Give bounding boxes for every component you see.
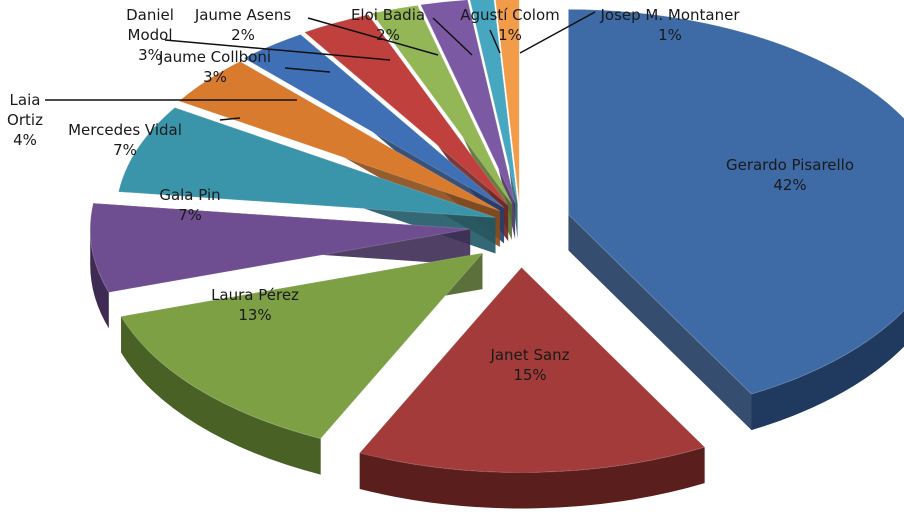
pie-slices [89, 0, 904, 473]
slice-daniel-modol [303, 14, 509, 206]
slice-wall-gerardo-pisarello [568, 214, 752, 431]
leader-line-mercedes-vidal [219, 117, 241, 121]
data-label-jaume-collboni: Jaume Collboni 3% [158, 48, 271, 86]
slice-josep-m-montaner [495, 0, 520, 203]
slice-jaume-collboni [242, 33, 505, 208]
leader-line-daniel-modol [164, 39, 391, 61]
slice-eloi-badia [419, 0, 516, 204]
slice-gala-pin [89, 202, 471, 293]
data-labels: Gerardo Pisarello 42% Janet Sanz 15% Laura P… [7, 6, 854, 384]
data-label-jaume-asens: Jaume Asens 2% [194, 6, 292, 44]
leader-line-josep-m-montaner [519, 11, 596, 54]
slice-janet-sanz [358, 266, 706, 473]
leader-line-eloi-badia [432, 17, 473, 56]
data-label-gerardo-pisarello: Gerardo Pisarello 42% [726, 156, 854, 194]
leader-line-jaume-asens [307, 17, 439, 56]
slice-side-laura-perez [121, 316, 321, 475]
slice-side-gerardo-pisarello [751, 310, 904, 431]
data-label-mercedes-vidal: Mercedes Vidal 7% [68, 121, 182, 159]
data-label-laia-ortiz: Laia Ortiz 4% [7, 91, 43, 149]
slice-gerardo-pisarello [567, 8, 904, 395]
data-label-janet-sanz: Janet Sanz 15% [489, 346, 569, 384]
slice-jaume-asens [371, 4, 513, 205]
leader-line-agusti-colom [489, 29, 501, 54]
leader-line-jaume-collboni [284, 67, 331, 73]
data-label-laura-perez: Laura Pérez 13% [211, 286, 299, 324]
data-label-eloi-badia: Eloi Badia 2% [351, 6, 425, 44]
data-label-daniel-modol: Daniel Modol 3% [126, 6, 174, 64]
leader-lines [45, 11, 596, 121]
data-label-josep-m-montaner: Josep M. Montaner 1% [599, 6, 740, 44]
slice-side-gala-pin [90, 228, 109, 329]
slice-laia-ortiz [178, 60, 501, 212]
slice-mercedes-vidal [117, 107, 496, 219]
data-label-agusti-colom: Agustí Colom 1% [460, 6, 560, 44]
slice-laura-perez [120, 252, 484, 440]
slice-side-janet-sanz [359, 447, 705, 509]
data-label-gala-pin: Gala Pin 7% [159, 186, 220, 224]
slice-agusti-colom [469, 0, 519, 204]
